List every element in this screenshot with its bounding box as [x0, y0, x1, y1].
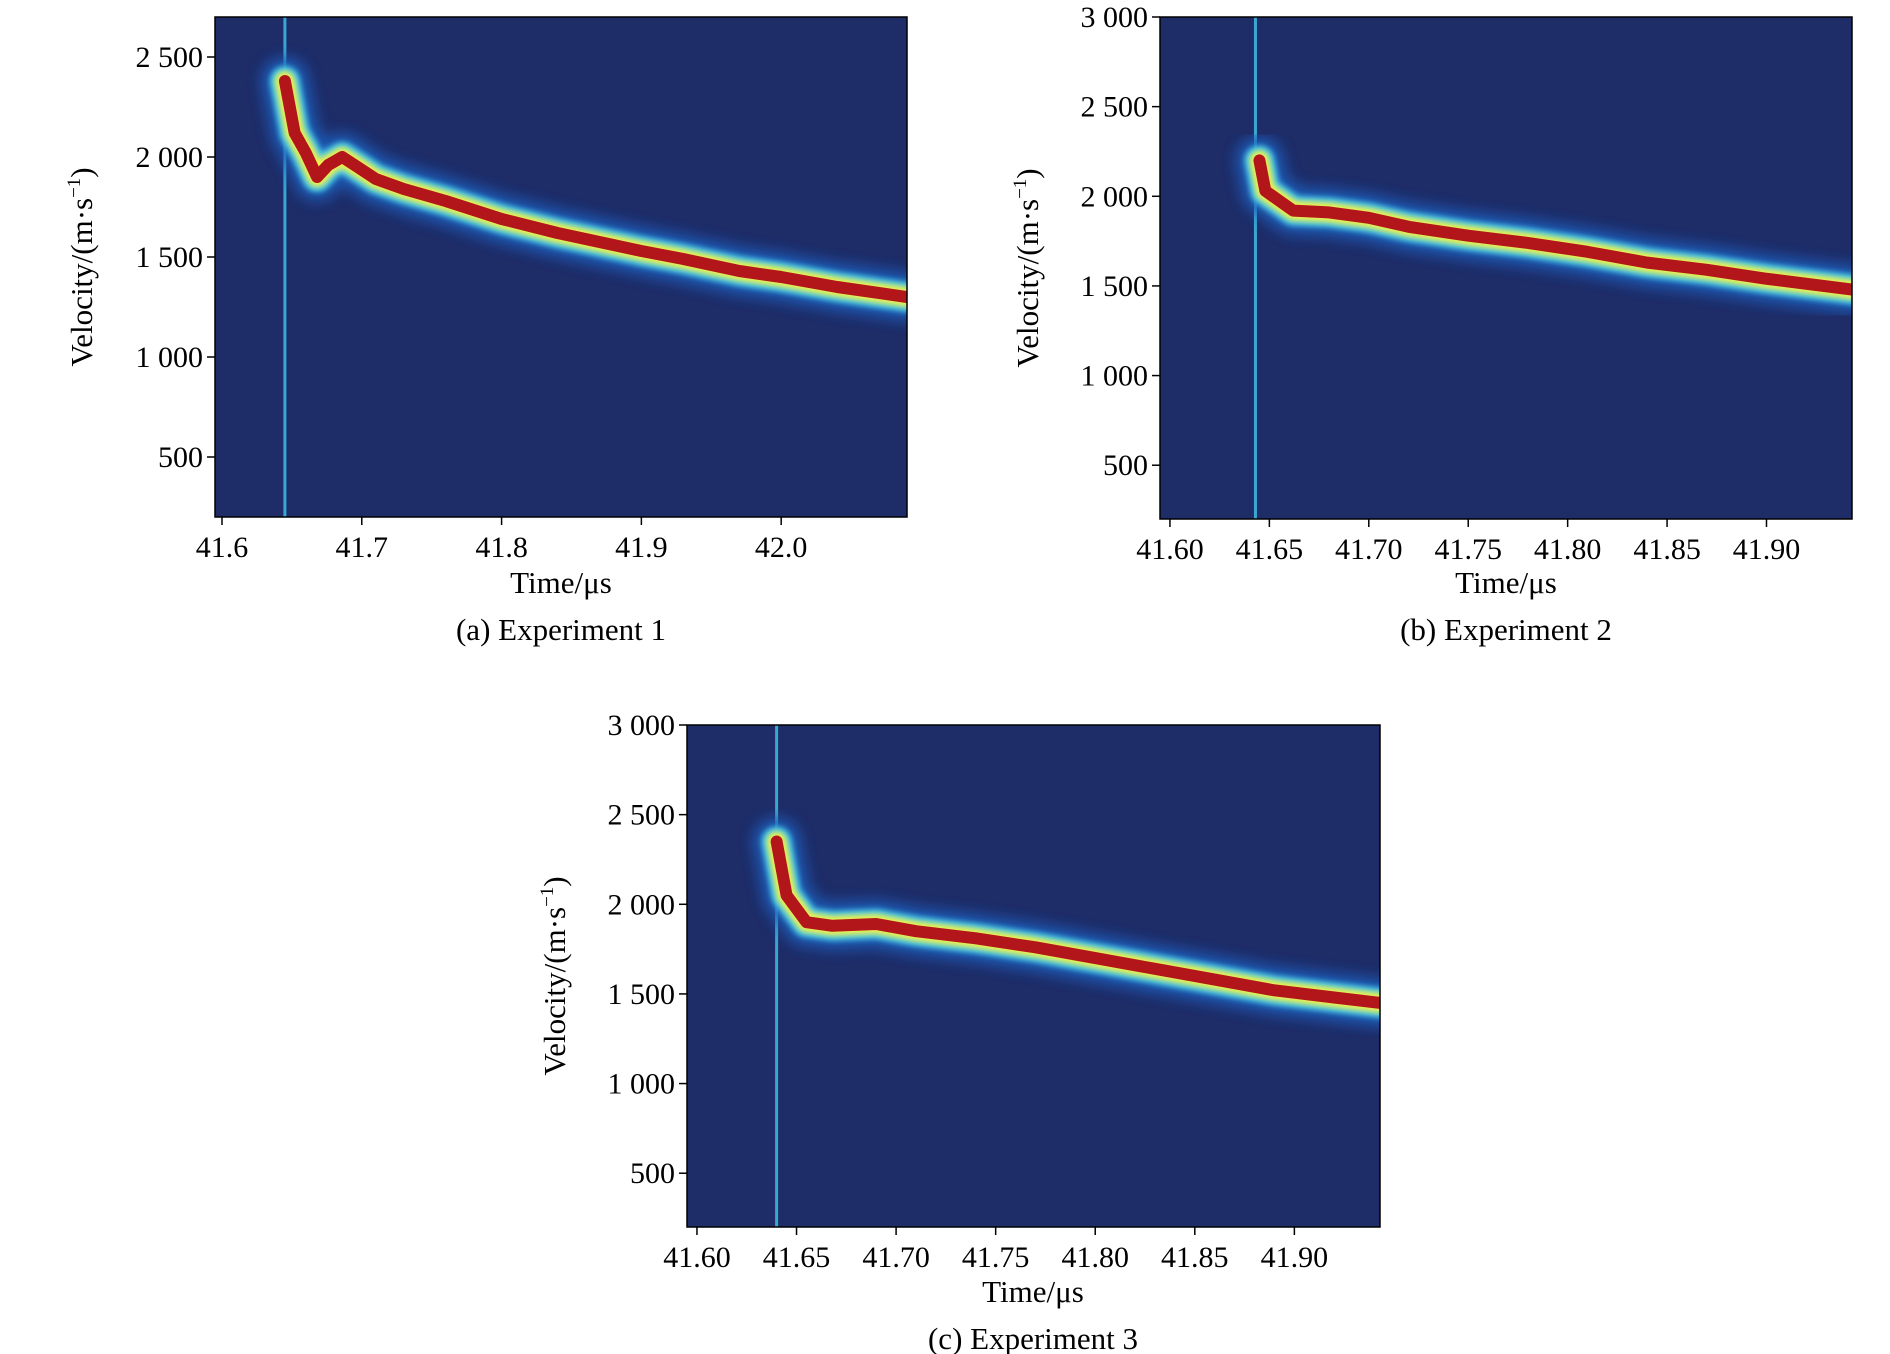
y-axis-title: Velocity/(m·s−1) — [537, 876, 572, 1075]
y-tick-label: 2 000 — [136, 141, 204, 174]
panel-experiment-3: 41.60 41.65 41.70 41.75 41.80 41.85 41.90 500 1 … — [537, 709, 1381, 1354]
x-tick-label: 41.8 — [475, 531, 528, 564]
y-tick-label: 1 500 — [1081, 270, 1149, 303]
plot-area — [1235, 17, 1852, 519]
y-axis-title: Velocity/(m·s−1) — [64, 167, 99, 366]
x-tick-label: 41.90 — [1261, 1241, 1329, 1274]
y-tick-label: 1 000 — [1081, 360, 1149, 393]
x-axis-title: Time/μs — [1455, 565, 1557, 600]
panel-caption: (c) Experiment 3 — [928, 1321, 1138, 1354]
x-tick-label: 41.85 — [1633, 533, 1701, 566]
y-tick-label: 2 500 — [136, 41, 204, 74]
x-tick-label: 41.85 — [1161, 1241, 1229, 1274]
y-tick-label: 500 — [630, 1157, 675, 1190]
x-tick-label: 42.0 — [755, 531, 808, 564]
y-tick-label: 2 500 — [608, 799, 676, 832]
x-tick-label: 41.65 — [763, 1241, 831, 1274]
ridge-core — [278, 75, 907, 303]
x-tick-label: 41.6 — [196, 531, 249, 564]
plot-frame — [1159, 16, 1853, 520]
x-tick-label: 41.60 — [1136, 533, 1204, 566]
x-tick-label: 41.9 — [615, 531, 668, 564]
ridge-core — [1253, 154, 1852, 296]
x-tick-label: 41.80 — [1534, 533, 1602, 566]
panel-caption: (a) Experiment 1 — [456, 612, 666, 647]
x-tick-label: 41.90 — [1733, 533, 1801, 566]
panel-caption: (b) Experiment 2 — [1400, 612, 1612, 647]
ridge-core — [770, 835, 1380, 1009]
x-tick-label: 41.75 — [1434, 533, 1502, 566]
y-tick-label: 1 000 — [608, 1068, 676, 1101]
x-tick-label: 41.7 — [336, 531, 389, 564]
x-tick-label: 41.70 — [862, 1241, 930, 1274]
y-tick-label: 1 500 — [136, 241, 204, 274]
x-tick-label: 41.70 — [1335, 533, 1403, 566]
plot-frame — [686, 724, 1381, 1228]
panel-experiment-1: 41.6 41.7 41.8 41.9 42.0 500 1 000 1 500 2 000 2 … — [64, 16, 908, 647]
x-axis-title: Time/μs — [510, 565, 612, 600]
y-tick-label: 2 500 — [1081, 91, 1149, 124]
panel-experiment-2: 41.60 41.65 41.70 41.75 41.80 41.85 41.90 500 1 … — [1010, 1, 1853, 647]
x-axis-title: Time/μs — [982, 1274, 1084, 1309]
plot-area — [752, 725, 1380, 1227]
y-tick-label: 500 — [1103, 449, 1148, 482]
plot-area — [260, 17, 907, 517]
x-tick-label: 41.80 — [1061, 1241, 1129, 1274]
y-axis-title: Velocity/(m·s−1) — [1010, 168, 1045, 367]
x-tick-label: 41.75 — [962, 1241, 1030, 1274]
x-tick-label: 41.65 — [1236, 533, 1304, 566]
y-tick-label: 3 000 — [1081, 1, 1149, 34]
plot-frame — [214, 16, 908, 518]
y-tick-label: 500 — [158, 441, 203, 474]
y-tick-label: 1 500 — [608, 978, 676, 1011]
y-tick-label: 2 000 — [1081, 180, 1149, 213]
y-tick-label: 1 000 — [136, 341, 204, 374]
x-tick-label: 41.60 — [663, 1241, 731, 1274]
y-tick-label: 3 000 — [608, 709, 676, 742]
y-tick-label: 2 000 — [608, 888, 676, 921]
